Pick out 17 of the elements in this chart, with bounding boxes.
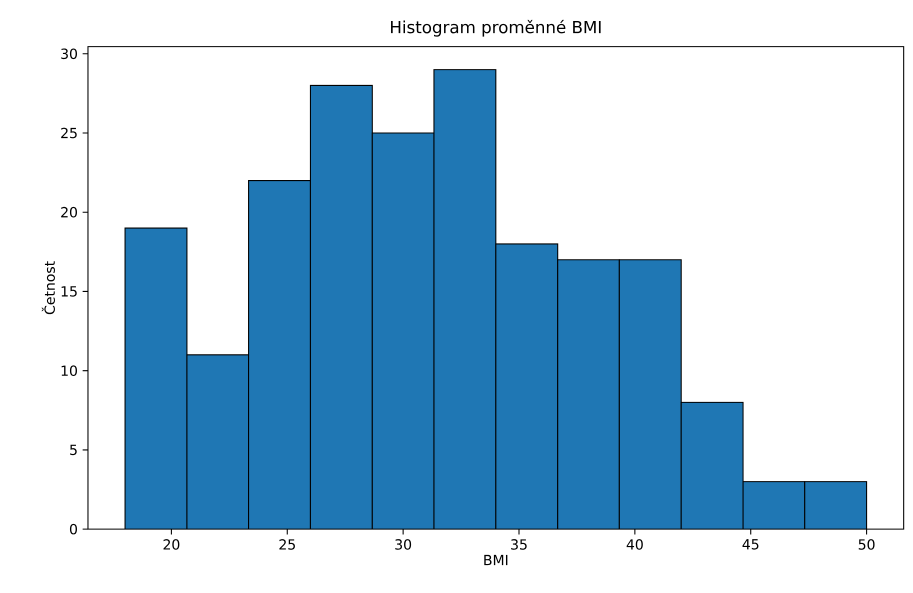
- x-tick-label: 35: [511, 539, 527, 550]
- chart-title: Histogram proměnné BMI: [391, 20, 601, 37]
- x-tick-label: 40: [626, 539, 643, 550]
- x-tick-label: 25: [279, 539, 295, 550]
- x-tick-label: 45: [742, 539, 758, 550]
- y-tick-label: 25: [61, 128, 77, 138]
- y-tick-label: 30: [61, 48, 77, 60]
- y-tick-label: 5: [70, 444, 77, 456]
- x-axis-title: BMI: [484, 554, 508, 566]
- y-tick-label: 10: [62, 365, 77, 376]
- y-tick-label: 0: [70, 524, 77, 534]
- y-axis-title: Četnost: [42, 261, 55, 314]
- y-tick-label: 20: [61, 206, 77, 218]
- x-tick-label: 20: [164, 539, 180, 550]
- x-tick-label: 50: [858, 539, 875, 550]
- x-tick-label: 30: [395, 539, 412, 550]
- y-tick-label: 15: [62, 286, 77, 297]
